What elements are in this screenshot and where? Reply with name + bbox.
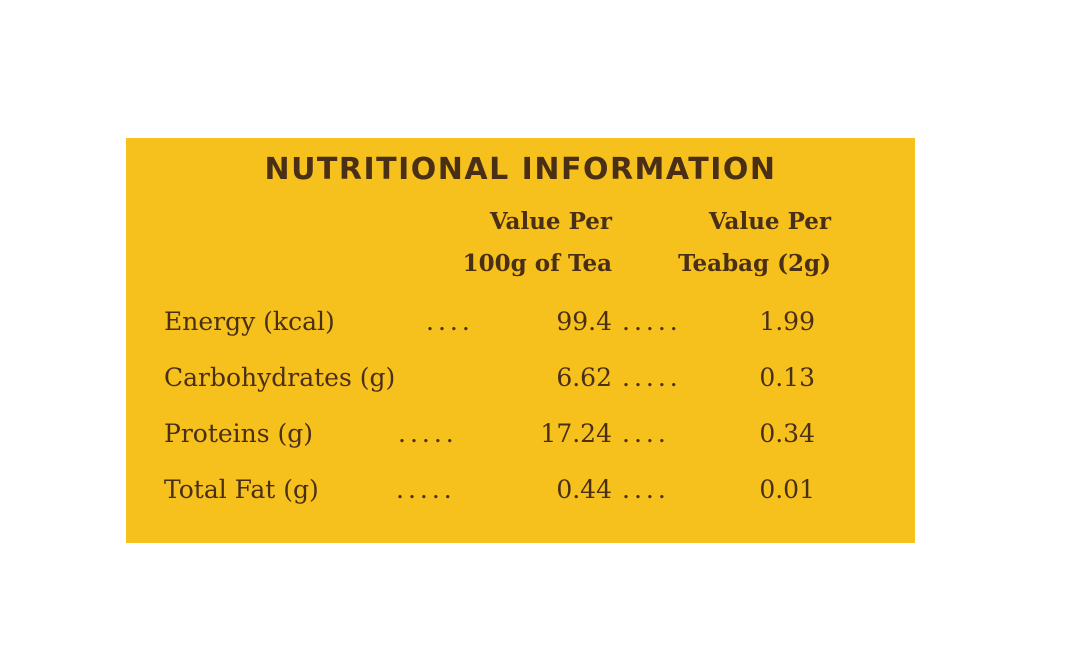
leader-dots: ..... [398, 419, 458, 448]
nutrient-name: Proteins (g) [164, 419, 314, 448]
column-header-line: Teabag (2g) [678, 250, 831, 277]
value-per-teabag: 0.13 [759, 363, 815, 392]
value-per-100g: 17.24 [540, 419, 612, 448]
nutrient-name: Carbohydrates (g) [164, 363, 396, 392]
value-per-100g: 6.62 [556, 363, 612, 392]
leader-dots: .... [426, 307, 474, 336]
value-per-100g: 99.4 [556, 307, 612, 336]
leader-dots: ..... [396, 475, 456, 504]
nutrient-name: Total Fat (g) [164, 475, 319, 504]
value-per-100g: 0.44 [556, 475, 612, 504]
nutrition-label-panel: NUTRITIONAL INFORMATION Value Per 100g o… [126, 138, 915, 543]
column-header-per-teabag: Value Per Teabag (2g) [678, 201, 831, 285]
leader-dots: ..... [622, 307, 682, 336]
nutrient-name: Energy (kcal) [164, 307, 335, 336]
leader-dots: .... [622, 419, 670, 448]
leader-dots: .... [622, 475, 670, 504]
column-header-line: Value Per [708, 208, 831, 235]
nutrient-row-total-fat: Total Fat (g) ..... 0.44 .... 0.01 [126, 462, 915, 518]
column-header-line: 100g of Tea [462, 250, 612, 277]
nutrient-row-proteins: Proteins (g) ..... 17.24 .... 0.34 [126, 406, 915, 462]
nutrient-row-carbohydrates: Carbohydrates (g) 6.62 ..... 0.13 [126, 350, 915, 406]
column-header-line: Value Per [489, 208, 612, 235]
value-per-teabag: 0.34 [759, 419, 815, 448]
value-per-teabag: 0.01 [759, 475, 815, 504]
column-header-per-100g: Value Per 100g of Tea [463, 201, 612, 285]
nutrient-row-energy: Energy (kcal) .... 99.4 ..... 1.99 [126, 294, 915, 350]
label-title: NUTRITIONAL INFORMATION [264, 152, 777, 187]
leader-dots: ..... [622, 363, 682, 392]
value-per-teabag: 1.99 [759, 307, 815, 336]
